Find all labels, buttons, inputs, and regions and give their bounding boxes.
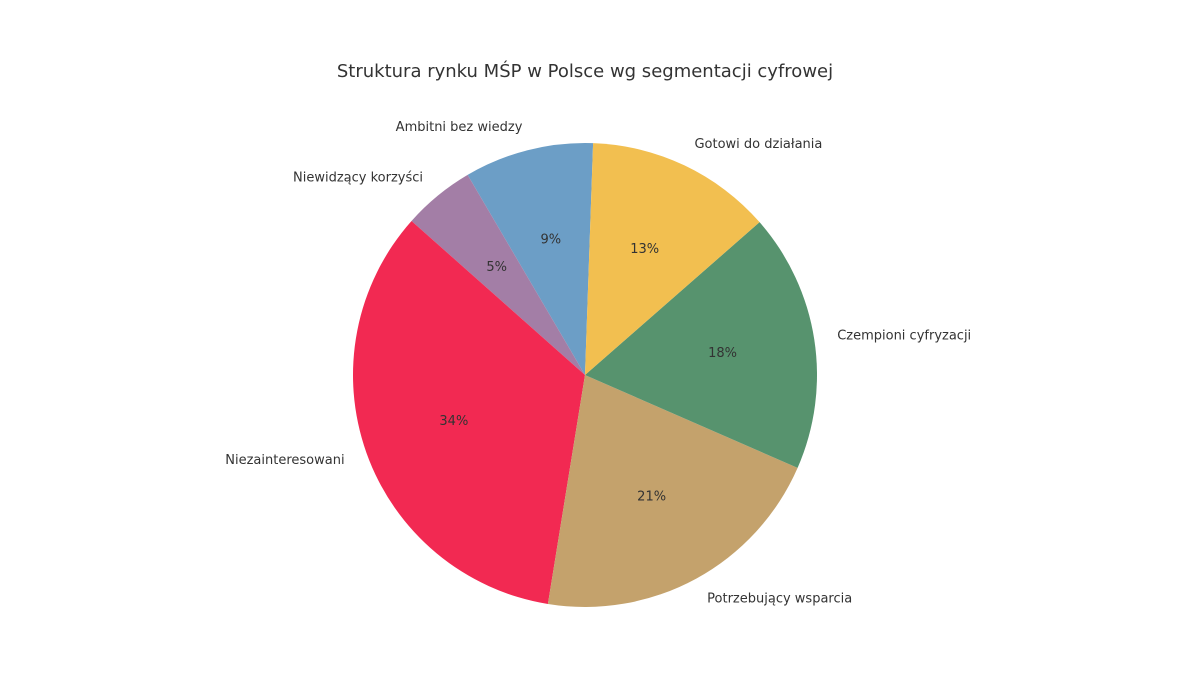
pie-slice xyxy=(585,222,817,468)
chart-title: Struktura rynku MŚP w Polsce wg segmenta… xyxy=(337,60,833,82)
pie-slice xyxy=(411,174,585,375)
value-label: 13% xyxy=(630,242,659,257)
pie-slice xyxy=(353,220,585,605)
pie-slice xyxy=(547,375,798,607)
pie-slice xyxy=(585,143,760,375)
slice-label: Czempioni cyfryzacji xyxy=(837,328,971,343)
slice-label: Niezainteresowani xyxy=(225,453,344,468)
value-label: 21% xyxy=(637,490,666,505)
value-label: 18% xyxy=(708,346,737,361)
slice-label: Gotowi do działania xyxy=(694,137,822,152)
slice-label: Niewidzący korzyści xyxy=(293,170,423,185)
value-label: 5% xyxy=(486,260,507,275)
pie-slice xyxy=(467,143,594,375)
slice-label: Ambitni bez wiedzy xyxy=(396,120,523,135)
value-label: 34% xyxy=(439,414,468,429)
slice-label: Potrzebujący wsparcia xyxy=(707,592,852,607)
value-label: 9% xyxy=(541,233,562,248)
